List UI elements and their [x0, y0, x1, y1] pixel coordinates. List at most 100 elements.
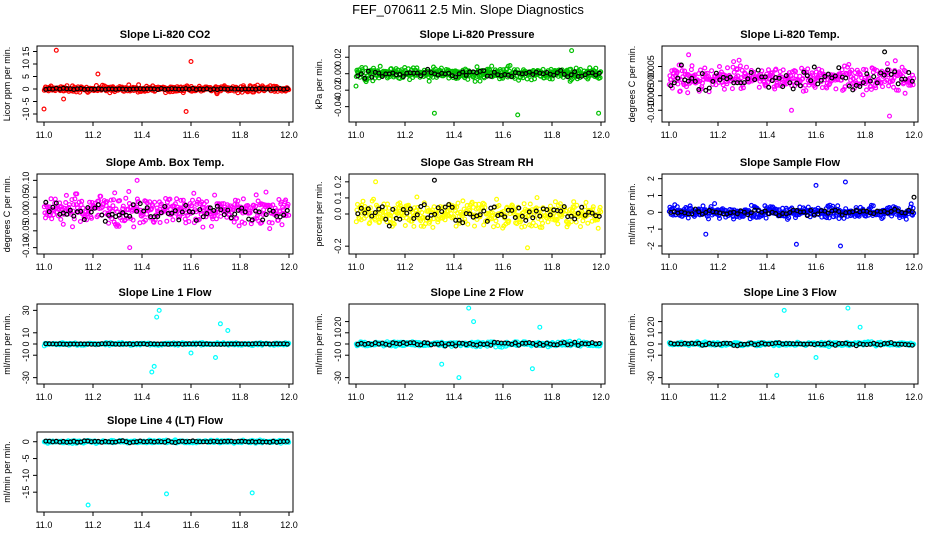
- data-point: [189, 203, 195, 209]
- data-point: [597, 75, 603, 81]
- data-point: [589, 70, 595, 76]
- data-point: [853, 74, 859, 80]
- data-point: [249, 490, 255, 496]
- data-point: [110, 197, 116, 203]
- data-point: [144, 211, 150, 217]
- data-point: [419, 210, 425, 216]
- data-point: [369, 74, 375, 80]
- data-point: [204, 199, 210, 205]
- data-point: [524, 76, 530, 82]
- data-point: [496, 203, 502, 209]
- data-point: [510, 203, 516, 209]
- y-tick-label: 1: [646, 193, 656, 198]
- x-tick-label: 12.0: [280, 262, 298, 272]
- data-point: [843, 75, 849, 81]
- data-point: [283, 213, 289, 219]
- y-tick-label: 10: [21, 59, 31, 69]
- data-point: [376, 70, 382, 76]
- data-point: [860, 66, 866, 72]
- data-point: [677, 88, 683, 94]
- x-tick-label: 11.8: [232, 130, 249, 140]
- data-point: [813, 355, 819, 361]
- data-point: [365, 68, 371, 74]
- y-tick-label: -10: [333, 349, 343, 362]
- data-point: [698, 86, 704, 92]
- y-tick-label: 0.05: [21, 188, 31, 206]
- data-point: [857, 324, 863, 330]
- data-point: [41, 106, 47, 112]
- data-point: [369, 213, 375, 219]
- data-point: [253, 192, 259, 198]
- data-point: [219, 201, 225, 207]
- data-point: [593, 65, 599, 71]
- data-point: [808, 78, 814, 84]
- data-point: [435, 219, 441, 225]
- data-point: [879, 84, 885, 90]
- data-point: [71, 202, 77, 208]
- data-point: [87, 199, 93, 205]
- data-point: [751, 69, 757, 75]
- data-point: [688, 67, 694, 73]
- data-point: [709, 68, 715, 74]
- data-point: [164, 491, 170, 497]
- data-point: [860, 80, 866, 86]
- data-point: [404, 210, 410, 216]
- data-point: [47, 204, 53, 210]
- data-point: [85, 205, 91, 211]
- data-point: [110, 203, 116, 209]
- data-point: [157, 220, 163, 226]
- data-point: [60, 221, 66, 227]
- data-point: [529, 366, 535, 372]
- data-point: [908, 82, 914, 88]
- data-point: [703, 231, 709, 237]
- x-tick-label: 11.0: [348, 392, 365, 402]
- data-point: [446, 202, 452, 208]
- data-point: [689, 75, 695, 81]
- data-point: [72, 196, 78, 202]
- data-point: [727, 74, 733, 80]
- data-point: [787, 80, 793, 86]
- data-point: [589, 210, 595, 216]
- data-point: [418, 73, 424, 79]
- data-point: [358, 205, 364, 211]
- y-tick-label: 0.0: [333, 208, 343, 221]
- data-point: [48, 196, 54, 202]
- data-point: [134, 208, 140, 214]
- data-point: [69, 197, 75, 203]
- data-point: [405, 202, 411, 208]
- data-point: [52, 196, 58, 202]
- data-point: [756, 84, 762, 90]
- y-axis-label: ml/min per min.: [627, 183, 637, 245]
- data-point: [232, 211, 238, 217]
- data-point: [712, 201, 718, 207]
- data-point: [776, 213, 782, 219]
- data-point: [469, 199, 475, 205]
- plot-title: Slope Line 2 Flow: [431, 287, 524, 299]
- data-point: [577, 224, 583, 230]
- data-point: [813, 182, 819, 188]
- data-point: [147, 199, 153, 205]
- data-point: [71, 216, 77, 222]
- data-point: [372, 217, 378, 223]
- data-point: [890, 84, 896, 90]
- x-tick-label: 12.0: [280, 392, 298, 402]
- data-point: [239, 205, 245, 211]
- data-point: [734, 211, 740, 217]
- data-point: [355, 73, 361, 79]
- data-point: [430, 224, 436, 230]
- data-point: [92, 205, 98, 211]
- data-point: [895, 87, 901, 93]
- x-tick-label: 11.4: [759, 262, 776, 272]
- data-point: [49, 216, 55, 222]
- data-point: [547, 203, 553, 209]
- x-tick-label: 11.6: [808, 130, 825, 140]
- y-axis-label: degrees C per min.: [2, 176, 12, 253]
- data-point: [881, 72, 887, 78]
- data-point: [874, 80, 880, 86]
- data-point: [487, 210, 493, 216]
- y-axis-label: ml/min per min.: [2, 313, 12, 375]
- data-point: [234, 215, 240, 221]
- data-point: [456, 217, 462, 223]
